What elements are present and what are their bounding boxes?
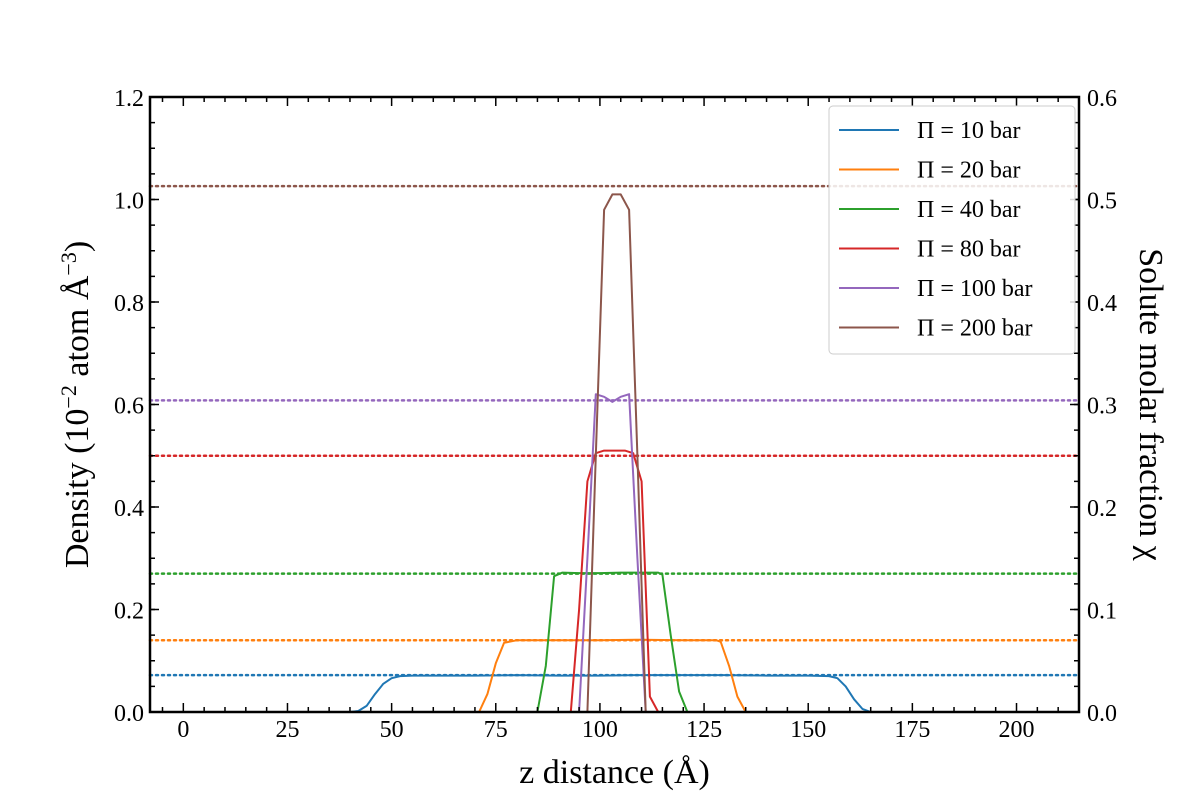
legend-label-4: Π = 100 bar (917, 276, 1033, 302)
legend-label-1: Π = 20 bar (917, 158, 1021, 184)
y2-tick-label: 0.5 (1087, 189, 1117, 215)
legend-label-2: Π = 40 bar (917, 197, 1021, 223)
x-tick-label: 150 (790, 717, 826, 743)
legend-box (828, 105, 1076, 355)
x-tick-label: 75 (484, 717, 508, 743)
series-line-0 (349, 674, 872, 713)
x-tick-label: 125 (686, 717, 722, 743)
series-line-2 (536, 571, 689, 713)
series-lines (349, 193, 872, 713)
y-axis-label: Density (10−2 atom Å−3) (56, 241, 97, 568)
x-tick-label: 50 (380, 717, 404, 743)
series-line-1 (478, 638, 747, 713)
series-line-4 (578, 393, 655, 713)
legend-label-5: Π = 200 bar (917, 316, 1033, 342)
y-tick-label: 0.4 (114, 496, 144, 522)
y-tick-label: 0.8 (114, 291, 144, 317)
ticks: 0 25 50 75 100 125 150 175 200 0.0 0.2 0.4 0.6 0.8 1.0… (114, 86, 1117, 743)
y-axis-label-part2: atom Å (59, 275, 96, 385)
y2-tick-label: 0.0 (1087, 701, 1117, 727)
y-tick-label: 0.6 (114, 394, 144, 420)
y2-tick-label: 0.1 (1087, 599, 1117, 625)
series-line-3 (569, 449, 660, 713)
y-axis-label-part1: Density (10 (59, 409, 96, 569)
legend-label-3: Π = 80 bar (917, 237, 1021, 263)
legend: Π = 10 bar Π = 20 bar Π = 40 bar Π = 80 bar… (828, 105, 1076, 355)
y2-tick-label: 0.6 (1087, 86, 1117, 112)
y-axis-label-exp2: −3 (56, 252, 81, 275)
y2-tick-label: 0.3 (1087, 394, 1117, 420)
y-tick-label: 0.2 (114, 599, 144, 625)
x-axis-label: z distance (Å) (519, 754, 710, 791)
x-tick-label: 175 (894, 717, 930, 743)
y-tick-label: 0.0 (114, 701, 144, 727)
x-tick-label: 25 (275, 717, 299, 743)
y2-tick-label: 0.2 (1087, 496, 1117, 522)
series-line-5 (586, 193, 647, 713)
x-tick-label: 200 (999, 717, 1035, 743)
plot-frame (148, 95, 1081, 714)
y-tick-label: 1.0 (114, 189, 144, 215)
x-tick-label: 100 (582, 717, 618, 743)
y-axis-label-part3: ) (59, 241, 96, 252)
y-tick-label: 1.2 (114, 86, 144, 112)
y2-axis-label: Solute molar fraction χ (1132, 248, 1169, 561)
x-tick-label: 0 (177, 717, 189, 743)
y-axis-label-exp1: −2 (56, 385, 81, 408)
legend-label-0: Π = 10 bar (917, 118, 1021, 144)
y2-tick-label: 0.4 (1087, 291, 1117, 317)
